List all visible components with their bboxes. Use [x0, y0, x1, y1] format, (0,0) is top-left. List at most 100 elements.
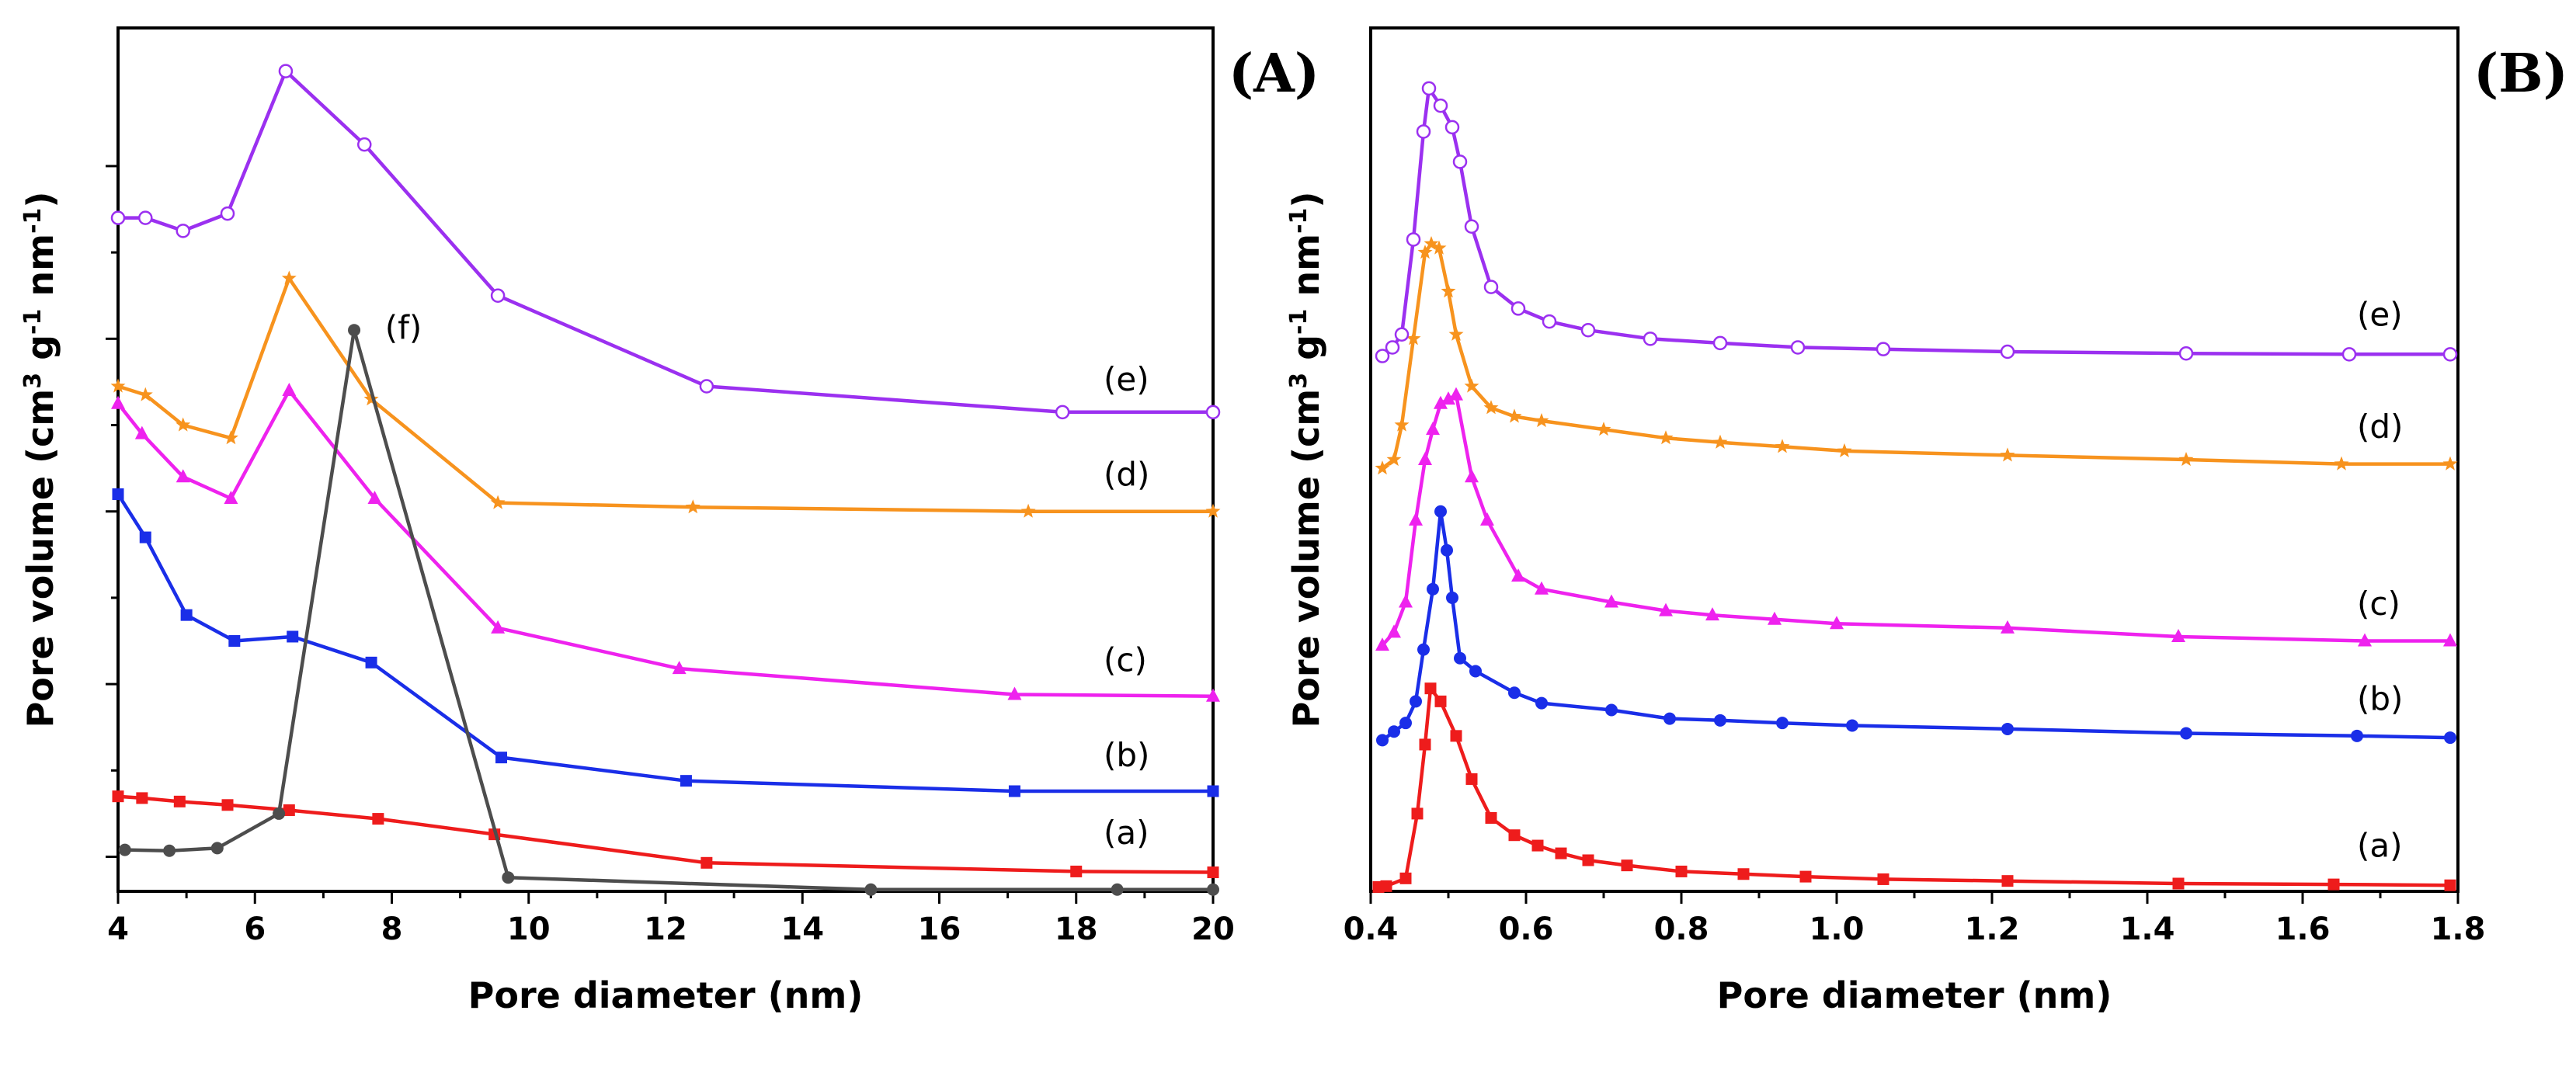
data-point — [1424, 682, 1437, 695]
series-line — [1381, 241, 2450, 470]
data-point — [1410, 695, 1422, 708]
series-b — [1376, 505, 2456, 747]
data-point — [1452, 155, 1468, 169]
data-point — [1055, 405, 1070, 420]
data-point — [1409, 512, 1423, 526]
x-tick-label: 1.8 — [2431, 912, 2486, 947]
data-point — [685, 499, 700, 514]
data-point — [273, 807, 286, 820]
data-point — [173, 795, 186, 807]
data-point — [1485, 811, 1497, 824]
data-point — [1775, 439, 1790, 453]
data-point — [1469, 665, 1482, 678]
data-point — [1799, 870, 1812, 883]
data-point — [2178, 452, 2194, 467]
data-point — [221, 799, 234, 811]
data-point — [2358, 633, 2372, 647]
data-point — [228, 635, 241, 648]
x-axis-title: Pore diameter (nm) — [1717, 974, 2112, 1016]
data-point — [1454, 651, 1466, 665]
data-point — [1376, 734, 1389, 747]
data-point — [163, 844, 176, 857]
data-point — [1424, 236, 1439, 251]
series-e — [110, 64, 1221, 420]
data-point — [2443, 633, 2457, 647]
data-point — [1388, 725, 1400, 738]
data-point — [502, 871, 515, 884]
data-point — [220, 206, 235, 221]
curve-label: (e) — [1104, 360, 1149, 398]
data-point — [363, 391, 379, 406]
data-point — [1417, 643, 1430, 656]
x-tick-label: 6 — [244, 912, 266, 947]
data-point — [1205, 503, 1221, 518]
data-point — [1712, 434, 1728, 449]
series-a — [112, 790, 1219, 879]
x-tick-label: 0.4 — [1344, 912, 1399, 947]
series-f — [118, 324, 1219, 896]
data-point — [495, 752, 507, 764]
curve-label: (d) — [1104, 455, 1149, 493]
x-tick-label: 1.0 — [1809, 912, 1865, 947]
data-point — [1399, 594, 1413, 608]
y-axis-title: Pore volume (cm3 g-1 nm-1) — [1285, 192, 1327, 728]
data-point — [1790, 340, 1806, 355]
data-point — [2001, 620, 2015, 634]
series-line — [1381, 86, 2450, 358]
data-point — [1387, 624, 1401, 638]
data-point — [1419, 738, 1431, 751]
data-point — [1663, 712, 1676, 725]
data-point — [1580, 322, 1596, 338]
data-point — [2442, 456, 2458, 471]
data-point — [367, 491, 382, 505]
data-point — [1441, 391, 1455, 405]
data-point — [1658, 430, 1674, 445]
data-point — [1465, 773, 1478, 785]
data-point — [1421, 81, 1437, 96]
data-point — [1446, 591, 1458, 604]
data-point — [2180, 727, 2192, 740]
data-point — [1111, 883, 1124, 896]
data-point — [1877, 873, 1889, 885]
data-point — [2000, 447, 2015, 462]
series-d — [1375, 236, 2458, 475]
panel-label: (B) — [2473, 43, 2568, 105]
data-point — [1007, 686, 1022, 700]
x-tick-label: 8 — [381, 912, 403, 947]
x-tick-label: 12 — [644, 912, 687, 947]
data-point — [180, 609, 193, 621]
data-point — [1418, 452, 1432, 465]
data-point — [1511, 568, 1525, 582]
curve-label: (a) — [1104, 814, 1149, 852]
series-a — [1372, 682, 2456, 893]
data-point — [1206, 688, 1220, 702]
x-tick-label: 10 — [507, 912, 551, 947]
data-point — [283, 804, 295, 816]
series-d — [110, 270, 1221, 518]
data-point — [1510, 301, 1526, 316]
data-point — [1406, 331, 1421, 346]
panel-label: (A) — [1229, 43, 1319, 105]
data-point — [1876, 342, 1891, 356]
data-point — [1375, 349, 1390, 363]
data-point — [1830, 616, 1844, 630]
data-point — [1434, 395, 1448, 409]
data-point — [1542, 314, 1557, 329]
data-point — [1508, 686, 1521, 700]
panel-b: 0.4 0.6 0.8 1.0 1.2 1.4 1.6 1.8 Pore diameter (n… — [1285, 26, 2568, 1016]
data-point — [1008, 785, 1020, 797]
data-point — [1675, 865, 1688, 877]
data-point — [2171, 628, 2185, 642]
data-point — [2178, 346, 2194, 361]
data-point — [1433, 98, 1448, 113]
data-point — [210, 842, 224, 855]
x-tick-label: 1.6 — [2275, 912, 2331, 947]
data-point — [2444, 879, 2456, 891]
data-point — [110, 378, 126, 393]
data-point — [1441, 283, 1456, 298]
data-point — [134, 425, 149, 439]
series-e — [1375, 81, 2458, 363]
curve-label: (c) — [2357, 585, 2400, 623]
series-line — [1381, 509, 2451, 742]
x-tick-label: 1.4 — [2120, 912, 2175, 947]
